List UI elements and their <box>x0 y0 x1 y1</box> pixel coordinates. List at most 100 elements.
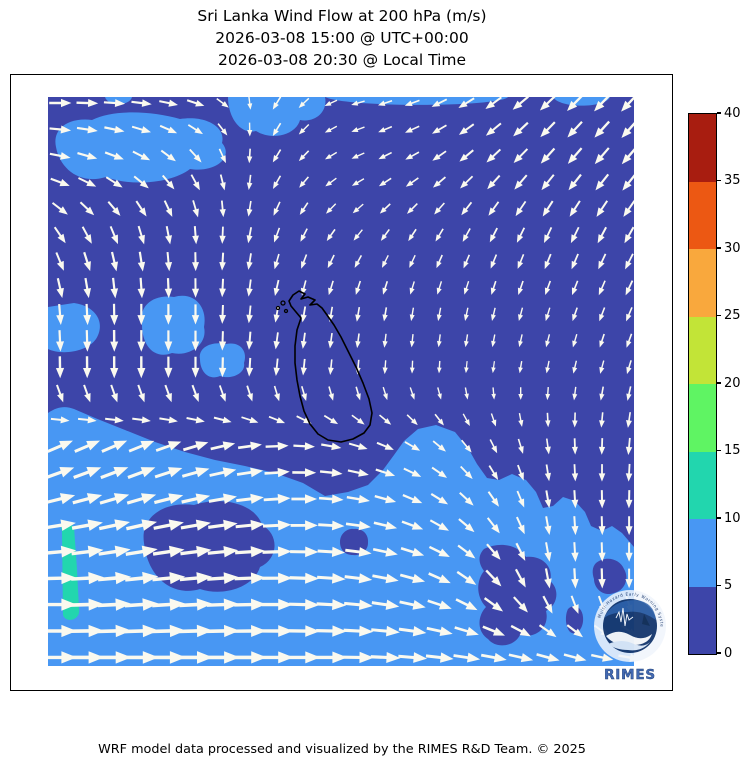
wind-arrow <box>298 97 310 108</box>
wind-arrow <box>460 175 474 189</box>
wind-arrow <box>56 277 64 298</box>
wind-arrow <box>598 464 606 482</box>
wind-arrow <box>165 225 172 245</box>
wind-arrow <box>300 306 307 323</box>
wind-arrow <box>324 125 338 133</box>
wind-arrow <box>462 413 470 427</box>
colorbar-segment <box>689 586 716 654</box>
wind-arrow <box>290 520 318 531</box>
wind-arrow <box>179 572 213 585</box>
wind-arrow <box>459 149 474 162</box>
wind-arrow <box>300 358 307 376</box>
wind-arrow <box>382 333 388 348</box>
wind-arrow <box>355 359 361 375</box>
wind-arrow <box>436 281 443 295</box>
wind-arrow <box>572 333 578 348</box>
wind-arrow <box>455 598 478 611</box>
wind-arrow <box>191 356 200 378</box>
wind-arrow <box>382 280 389 295</box>
wind-arrow <box>378 125 393 133</box>
wind-arrow <box>513 148 529 164</box>
wind-arrow <box>83 277 91 299</box>
wind-arrow <box>70 598 105 611</box>
coastline-islet <box>275 305 281 311</box>
chart-title: Sri Lanka Wind Flow at 200 hPa (m/s) <box>197 7 487 25</box>
wind-arrow <box>71 545 104 558</box>
wind-arrow <box>104 151 124 160</box>
wind-arrow <box>463 307 469 321</box>
wind-arrow <box>207 572 239 585</box>
wind-arrow <box>545 412 551 428</box>
wind-arrow <box>343 651 374 664</box>
wind-arrow <box>163 200 173 217</box>
wind-arrow <box>246 385 253 402</box>
wind-arrow <box>48 598 77 611</box>
wind-arrow <box>544 568 552 589</box>
wind-arrow <box>300 280 307 296</box>
wind-arrow <box>234 598 266 611</box>
wind-arrow <box>83 356 92 379</box>
wind-arrow <box>79 201 95 216</box>
wind-arrow <box>160 149 176 162</box>
wind-arrow <box>110 303 119 326</box>
wind-arrow <box>246 174 253 190</box>
wind-arrow <box>289 599 320 611</box>
wind-arrow <box>272 149 282 163</box>
wind-arrow <box>247 97 253 110</box>
wind-arrow <box>544 490 552 509</box>
wind-arrow <box>77 416 97 424</box>
colorbar-tick-label: 0 <box>724 645 733 661</box>
wind-arrow <box>379 414 392 425</box>
wind-arrow <box>135 200 147 217</box>
wind-arrow <box>597 226 608 244</box>
wind-arrow <box>191 278 200 298</box>
wind-arrow <box>236 493 264 504</box>
rimes-logo-pulse <box>615 607 634 627</box>
wind-arrow <box>435 228 444 242</box>
wind-arrow <box>515 542 526 561</box>
wind-arrow <box>273 253 280 270</box>
wind-arrow <box>355 333 361 349</box>
wind-arrow <box>219 200 226 218</box>
wind-arrow <box>325 203 337 214</box>
wind-arrow <box>545 360 551 374</box>
wind-arrow <box>124 651 159 664</box>
wind-arrow <box>626 333 633 348</box>
wind-arrow <box>621 97 634 112</box>
wind-arrow <box>246 148 253 164</box>
wind-field-map <box>48 97 634 666</box>
wind-arrow <box>378 151 392 160</box>
wind-arrow <box>124 598 159 611</box>
wind-arrow <box>355 306 361 322</box>
wind-arrow <box>436 307 442 322</box>
wind-arrow <box>293 442 315 451</box>
wind-arrow <box>567 97 584 111</box>
wind-arrow <box>458 518 475 533</box>
wind-arrow <box>206 598 240 611</box>
wind-arrow <box>164 356 173 378</box>
wind-arrow <box>541 174 555 191</box>
wind-arrow <box>432 176 447 188</box>
wind-arrow <box>401 520 424 530</box>
wind-arrow <box>490 280 497 295</box>
wind-arrow <box>191 304 200 325</box>
wind-arrow <box>272 122 282 136</box>
wind-arrow <box>545 386 551 401</box>
wind-arrow <box>515 200 527 217</box>
wind-arrow <box>83 251 91 272</box>
wind-arrow <box>247 122 253 137</box>
wind-arrow <box>292 468 317 478</box>
wind-arrow <box>372 547 398 557</box>
wind-arrow <box>213 416 232 424</box>
wind-arrow <box>431 466 448 478</box>
wind-arrow <box>237 441 262 451</box>
wind-arrow <box>317 573 346 584</box>
colorbar-tick-mark <box>717 584 721 587</box>
wind-arrow <box>513 121 529 137</box>
wind-arrow <box>235 546 266 558</box>
wind-arrow <box>323 414 339 425</box>
wind-arrow <box>187 124 204 135</box>
wind-arrow <box>50 416 70 424</box>
colorbar-segment <box>689 316 716 384</box>
wind-arrow <box>328 332 334 349</box>
